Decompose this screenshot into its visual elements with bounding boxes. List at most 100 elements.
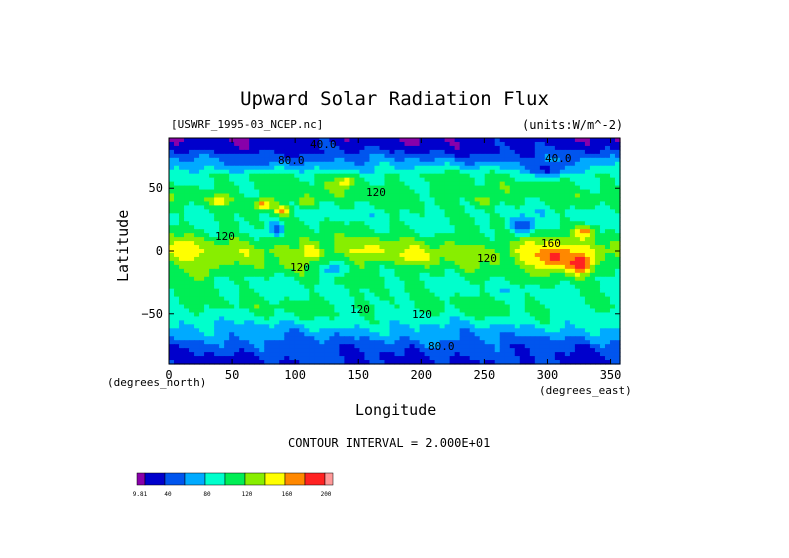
field-cell bbox=[244, 332, 250, 337]
field-cell bbox=[494, 304, 501, 310]
field-cell bbox=[564, 185, 571, 191]
field-cell bbox=[344, 221, 350, 226]
field-cell bbox=[564, 312, 571, 318]
field-cell bbox=[209, 205, 215, 210]
field-cell bbox=[529, 344, 536, 349]
field-cell bbox=[309, 145, 315, 151]
field-cell bbox=[244, 348, 250, 353]
field-cell bbox=[309, 340, 315, 345]
field-cell bbox=[424, 328, 431, 333]
field-cell bbox=[349, 209, 356, 214]
field-cell bbox=[564, 181, 571, 187]
field-cell bbox=[589, 340, 596, 345]
field-cell bbox=[244, 141, 250, 147]
field-cell bbox=[549, 272, 556, 278]
field-cell bbox=[249, 141, 255, 147]
field-cell bbox=[264, 173, 270, 179]
field-cell bbox=[294, 229, 300, 234]
field-cell bbox=[429, 149, 436, 155]
field-cell bbox=[559, 233, 566, 238]
field-cell bbox=[239, 348, 245, 353]
field-cell bbox=[254, 320, 260, 325]
field-cell bbox=[334, 141, 340, 147]
field-cell bbox=[319, 336, 325, 341]
field-cell bbox=[579, 308, 586, 314]
field-cell bbox=[404, 340, 411, 345]
field-cell bbox=[209, 260, 215, 266]
field-cell bbox=[569, 197, 576, 203]
field-cell bbox=[564, 268, 571, 274]
field-cell bbox=[334, 225, 340, 230]
field-cell bbox=[319, 340, 325, 345]
field-cell bbox=[309, 161, 315, 167]
field-cell bbox=[549, 138, 556, 143]
field-cell bbox=[314, 252, 320, 258]
field-cell bbox=[414, 193, 421, 199]
field-cell bbox=[179, 292, 185, 298]
field-cell bbox=[264, 344, 270, 349]
field-cell bbox=[374, 304, 381, 310]
field-cell bbox=[494, 145, 501, 151]
field-cell bbox=[174, 221, 180, 226]
field-cell bbox=[219, 320, 225, 325]
field-cell bbox=[319, 177, 325, 183]
field-cell bbox=[389, 316, 396, 321]
field-cell bbox=[429, 209, 436, 214]
field-cell bbox=[549, 229, 556, 234]
field-cell bbox=[424, 252, 431, 258]
field-cell bbox=[234, 145, 240, 151]
field-cell bbox=[549, 252, 556, 258]
field-cell bbox=[414, 161, 421, 167]
field-cell bbox=[379, 177, 386, 183]
field-cell bbox=[314, 260, 320, 266]
field-cell bbox=[424, 213, 431, 218]
field-cell bbox=[534, 217, 541, 222]
field-cell bbox=[364, 256, 371, 262]
field-cell bbox=[429, 233, 436, 238]
field-cell bbox=[419, 209, 426, 214]
field-cell bbox=[264, 340, 270, 345]
field-cell bbox=[169, 308, 175, 314]
field-cell bbox=[344, 268, 350, 274]
field-cell bbox=[419, 284, 426, 290]
field-cell bbox=[439, 276, 446, 282]
field-cell bbox=[459, 241, 466, 246]
field-cell bbox=[434, 252, 441, 258]
field-cell bbox=[304, 332, 310, 337]
field-cell bbox=[469, 264, 476, 270]
field-cell bbox=[459, 260, 466, 266]
field-cell bbox=[389, 229, 396, 234]
field-cell bbox=[484, 181, 491, 187]
field-cell bbox=[374, 209, 381, 214]
field-cell bbox=[194, 300, 200, 306]
field-cell bbox=[374, 169, 381, 175]
field-cell bbox=[304, 165, 310, 171]
field-cell bbox=[499, 161, 506, 167]
field-cell bbox=[389, 320, 396, 325]
field-cell bbox=[484, 245, 491, 250]
field-cell bbox=[404, 177, 411, 183]
field-cell bbox=[584, 292, 591, 298]
field-cell bbox=[554, 320, 561, 325]
field-cell bbox=[279, 344, 285, 349]
field-cell bbox=[239, 340, 245, 345]
field-cell bbox=[419, 233, 426, 238]
field-cell bbox=[184, 201, 190, 206]
field-cell bbox=[479, 177, 486, 183]
field-cell bbox=[534, 185, 541, 191]
field-cell bbox=[409, 276, 416, 282]
field-cell bbox=[354, 189, 361, 195]
field-cell bbox=[299, 237, 305, 242]
field-cell bbox=[344, 252, 350, 258]
field-cell bbox=[614, 138, 621, 143]
field-cell bbox=[219, 177, 225, 183]
field-cell bbox=[554, 189, 561, 195]
field-cell bbox=[334, 229, 340, 234]
field-cell bbox=[479, 256, 486, 262]
field-cell bbox=[334, 308, 340, 314]
field-cell bbox=[604, 272, 611, 278]
field-cell bbox=[289, 165, 295, 171]
field-cell bbox=[574, 249, 581, 254]
field-cell bbox=[324, 292, 330, 298]
field-cell bbox=[214, 149, 220, 155]
